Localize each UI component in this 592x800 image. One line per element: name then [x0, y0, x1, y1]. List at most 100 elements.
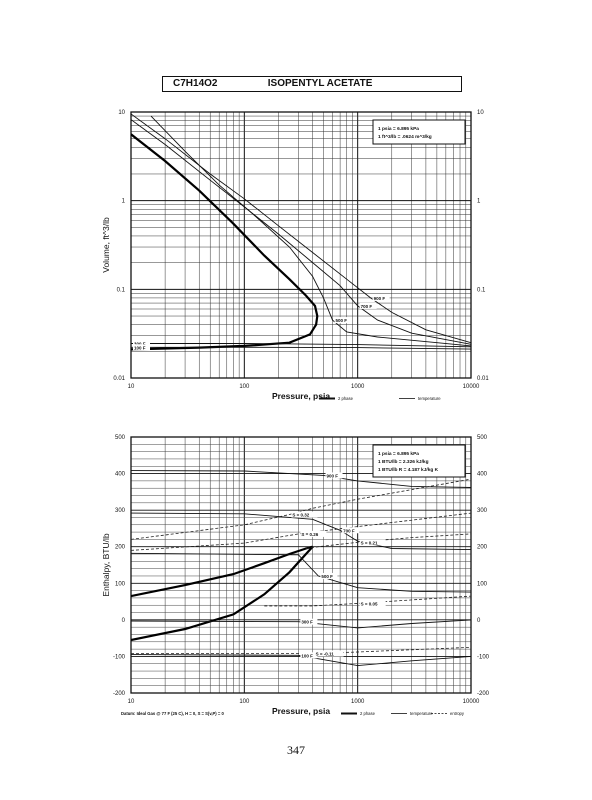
temperature-label: 100 F [301, 653, 313, 658]
series-line-2-phase [131, 133, 319, 351]
series-label-bg [325, 472, 343, 479]
y-tick-label-right: 300 [477, 508, 488, 514]
conversion-note-line: 1 psia = 6.895 kPa [378, 126, 419, 132]
series-label-bg [334, 317, 352, 324]
series-label-bg [133, 340, 150, 347]
compound-name: ISOPENTYL ACETATE [267, 78, 373, 89]
y-tick-label-left: -200 [113, 691, 126, 697]
footnote-text: Datum: Ideal Gas @ 77 F (25 C), H = 0, S… [121, 711, 224, 716]
entropy-label: S = 0.21 [361, 540, 378, 545]
series-line-temperature [131, 654, 471, 667]
x-tick-label: 1000 [351, 384, 365, 390]
entropy-label: S = 0.32 [292, 513, 309, 518]
y-tick-label-left: 1 [122, 199, 126, 205]
series-line-temperature [131, 552, 471, 593]
y-tick-label-right: 400 [477, 472, 488, 478]
entropy-label: S = -0.11 [316, 652, 335, 657]
series-line-temperature [131, 113, 471, 344]
conversion-note-line: 1 psia = 6.895 kPa [378, 451, 419, 457]
y-tick-label-left: 100 [115, 581, 126, 587]
y-tick-label-left: 0 [122, 618, 126, 624]
y-tick-label-left: -100 [113, 654, 126, 660]
temperature-label: 700 F [361, 304, 373, 309]
entropy-label: S = 0.26 [301, 532, 318, 537]
series-label-bg [133, 344, 150, 351]
y-tick-label-left: 10 [118, 110, 125, 116]
series-line-2-phase [131, 545, 314, 642]
y-tick-label-right: -200 [477, 691, 490, 697]
y-tick-label-right: 500 [477, 435, 488, 441]
series-label-bg [372, 294, 390, 301]
temperature-label: 300 F [301, 620, 313, 625]
series-line-temperature [131, 119, 471, 345]
series-label-bg [359, 600, 386, 607]
y-tick-label-left: 0.01 [113, 376, 125, 382]
series-label-bg [291, 511, 318, 518]
y-tick-label-left: 400 [115, 472, 126, 478]
temperature-label: 900 F [327, 473, 339, 478]
chart-title-box: C7H14O2 ISOPENTYL ACETATE [162, 76, 462, 92]
plot-frame [130, 111, 472, 379]
conversion-note-line: 1 BTU/lb = 2.326 kJ/kg [378, 459, 429, 465]
conversion-note-box [372, 119, 466, 145]
legend-label: 2 phase [338, 396, 354, 401]
y-axis-label: Enthalpy, BTU/lb [101, 533, 111, 596]
series-line-temperature [131, 346, 471, 350]
series-line-temperature [131, 619, 471, 629]
temperature-label: 900 F [374, 296, 386, 301]
y-tick-label-right: 0.01 [477, 376, 489, 382]
y-axis-label: Volume, ft^3/lb [101, 217, 111, 273]
legend-label: 2 phase [360, 711, 376, 716]
series-label-bg [300, 618, 318, 625]
y-tick-label-right: 100 [477, 581, 488, 587]
series-line-temperature [150, 115, 471, 347]
y-tick-label-right: 200 [477, 545, 488, 551]
x-tick-label: 10000 [463, 699, 480, 705]
series-label-bg [359, 539, 386, 546]
legend-label: entropy [450, 711, 465, 716]
y-tick-label-right: -100 [477, 654, 490, 660]
temperature-label: 700 F [343, 528, 355, 533]
plot-frame [130, 436, 472, 694]
series-label-bg [320, 572, 338, 579]
temperature-label: 300 F [134, 341, 146, 346]
y-tick-label-left: 500 [115, 435, 126, 441]
x-axis-label: Pressure, psia [272, 391, 330, 401]
chemical-formula: C7H14O2 [173, 78, 218, 89]
series-label-bg [314, 650, 344, 657]
x-tick-label: 1000 [351, 699, 365, 705]
y-tick-label-right: 1 [477, 199, 481, 205]
series-line-temperature [131, 512, 471, 551]
temperature-label: 500 F [321, 574, 333, 579]
series-line-entropy [305, 533, 471, 549]
entropy-label: S = 0.05 [361, 601, 378, 606]
series-label-bg [300, 652, 318, 659]
series-label-bg [342, 527, 360, 534]
y-tick-label-left: 300 [115, 508, 126, 514]
x-tick-label: 100 [239, 699, 250, 705]
x-tick-label: 10 [128, 699, 135, 705]
x-tick-label: 100 [239, 384, 250, 390]
x-tick-label: 10 [128, 384, 135, 390]
series-label-bg [300, 530, 327, 537]
series-line-entropy [131, 478, 471, 540]
conversion-note-line: 1 BTU/lb R = 4.187 kJ/kg K [378, 467, 439, 473]
y-tick-label-left: 0.1 [117, 287, 126, 293]
temperature-label: 100 F [134, 345, 146, 350]
series-label-bg [359, 302, 377, 309]
y-tick-label-right: 10 [477, 110, 484, 116]
y-tick-label-right: 0.1 [477, 287, 486, 293]
temperature-label: 500 F [336, 318, 348, 323]
legend-label: temperature [418, 396, 441, 401]
x-axis-label: Pressure, psia [272, 706, 330, 716]
conversion-note-line: 1 ft^3/lb = .0624 m^3/kg [378, 134, 432, 140]
series-line-entropy [131, 512, 471, 551]
legend-label: temperature [410, 711, 433, 716]
x-tick-label: 10000 [463, 384, 480, 390]
series-line-entropy [264, 595, 471, 607]
y-tick-label-left: 200 [115, 545, 126, 551]
page-number: 347 [287, 743, 305, 757]
conversion-note-box [372, 444, 466, 478]
series-line-temperature [131, 343, 471, 348]
